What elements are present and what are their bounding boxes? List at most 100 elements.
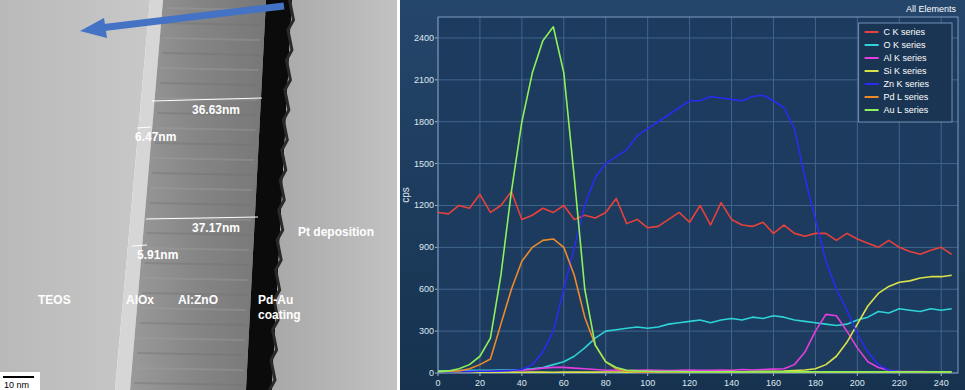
texture bbox=[137, 353, 244, 355]
texture bbox=[143, 278, 247, 280]
texture bbox=[150, 203, 252, 205]
measure-line bbox=[152, 98, 262, 101]
legend-swatch bbox=[865, 31, 879, 33]
texture bbox=[161, 68, 258, 70]
legend-label: Zn K series bbox=[884, 79, 930, 89]
texture bbox=[151, 188, 252, 190]
x-tick-label: 0 bbox=[435, 378, 440, 388]
texture bbox=[163, 53, 260, 55]
y-tick-label: 1500 bbox=[414, 159, 434, 169]
micrograph bbox=[0, 0, 397, 390]
chart-title: All Elements bbox=[906, 4, 957, 14]
y-tick-label: 600 bbox=[419, 284, 434, 294]
x-tick-label: 160 bbox=[766, 378, 781, 388]
texture bbox=[165, 23, 261, 25]
layer-label-line: Pd-Au bbox=[258, 293, 293, 307]
measurement-label: 37.17nm bbox=[192, 221, 240, 235]
texture bbox=[152, 173, 253, 175]
grid bbox=[435, 17, 958, 376]
plot-frame bbox=[438, 17, 958, 373]
x-grid-line bbox=[773, 17, 774, 373]
x-tick-label: 100 bbox=[640, 378, 655, 388]
legend-label: Au L series bbox=[884, 105, 929, 115]
layer-label-line: coating bbox=[258, 308, 301, 322]
scan-arrow-head bbox=[80, 18, 107, 38]
x-tick-label: 240 bbox=[934, 378, 949, 388]
coating-edge bbox=[270, 0, 294, 390]
figure: 36.63nm 6.47nm 37.17nm 5.91nm TEOS AlOx Al:ZnO… bbox=[0, 0, 965, 390]
layer-label: AlOx bbox=[126, 293, 154, 307]
scan-arrow bbox=[100, 6, 284, 28]
legend-swatch bbox=[865, 96, 879, 98]
alzno-layer bbox=[130, 0, 266, 390]
measurement-label: 36.63nm bbox=[192, 103, 240, 117]
legend: C K series O K series Al K series Si K seri… bbox=[859, 23, 952, 122]
texture bbox=[135, 383, 243, 385]
x-grid-line bbox=[689, 17, 690, 373]
scale-bar bbox=[3, 376, 34, 378]
plot-area bbox=[438, 17, 958, 373]
chart-background bbox=[400, 0, 965, 390]
legend-label: C K series bbox=[884, 27, 926, 37]
x-grid-line bbox=[815, 17, 816, 373]
x-grid-line bbox=[731, 17, 732, 373]
y-tick-label: 2400 bbox=[414, 33, 434, 43]
texture bbox=[136, 368, 243, 370]
y-grid-line bbox=[438, 289, 958, 290]
x-tick-label: 60 bbox=[559, 378, 569, 388]
layer-label: Pd-Aucoating bbox=[258, 293, 301, 322]
measure-line bbox=[137, 127, 151, 128]
texture bbox=[138, 338, 244, 340]
pt-layer bbox=[272, 0, 397, 390]
legend-swatch bbox=[865, 44, 879, 46]
series-line bbox=[438, 95, 952, 372]
x-grid-line bbox=[605, 17, 606, 373]
legend-swatch bbox=[865, 70, 879, 72]
y-tick-label: 300 bbox=[419, 326, 434, 336]
y-tick-label: 0 bbox=[429, 368, 434, 378]
x-grid-line bbox=[647, 17, 648, 373]
legend-label: O K series bbox=[884, 40, 927, 50]
measurement-label: 6.47nm bbox=[135, 130, 176, 144]
y-tick-label: 900 bbox=[419, 242, 434, 252]
legend-swatch bbox=[865, 109, 879, 111]
legend-box bbox=[859, 23, 952, 122]
y-tick-label: 1200 bbox=[414, 200, 434, 210]
x-tick-label: 40 bbox=[517, 378, 527, 388]
x-tick-label: 140 bbox=[724, 378, 739, 388]
x-tick-label: 80 bbox=[601, 378, 611, 388]
texture bbox=[145, 263, 249, 265]
x-tick-label: 220 bbox=[892, 378, 907, 388]
legend-swatch bbox=[865, 57, 879, 59]
y-axis-title: cps bbox=[400, 187, 411, 203]
texture bbox=[160, 83, 258, 85]
measure-line bbox=[132, 245, 147, 246]
measurement-label: 5.91nm bbox=[137, 248, 178, 262]
layer-label: TEOS bbox=[38, 293, 71, 307]
x-tick-label: 180 bbox=[808, 378, 823, 388]
texture bbox=[140, 323, 246, 325]
y-tick-label: 2100 bbox=[414, 75, 434, 85]
series-line bbox=[438, 314, 952, 372]
texture bbox=[164, 38, 260, 40]
x-grid-line bbox=[521, 17, 522, 373]
layer-label: Pt deposition bbox=[298, 225, 374, 239]
legend-swatch bbox=[865, 83, 879, 85]
x-tick-label: 120 bbox=[682, 378, 697, 388]
legend-label: Si K series bbox=[884, 66, 928, 76]
texture bbox=[141, 308, 246, 310]
y-tick-label: 1800 bbox=[414, 117, 434, 127]
legend-label: Al K series bbox=[884, 53, 928, 63]
x-tick-label: 200 bbox=[850, 378, 865, 388]
layer-label: Al:ZnO bbox=[178, 293, 218, 307]
texture bbox=[154, 158, 254, 160]
series-line bbox=[438, 239, 952, 372]
measure-line bbox=[146, 217, 258, 219]
scale-bar-ground bbox=[0, 372, 40, 390]
series-line bbox=[438, 309, 952, 371]
series-line bbox=[438, 275, 952, 372]
legend-label: Pd L series bbox=[884, 92, 929, 102]
series-line bbox=[438, 192, 952, 255]
x-tick-label: 20 bbox=[475, 378, 485, 388]
y-grid-line bbox=[438, 331, 958, 332]
